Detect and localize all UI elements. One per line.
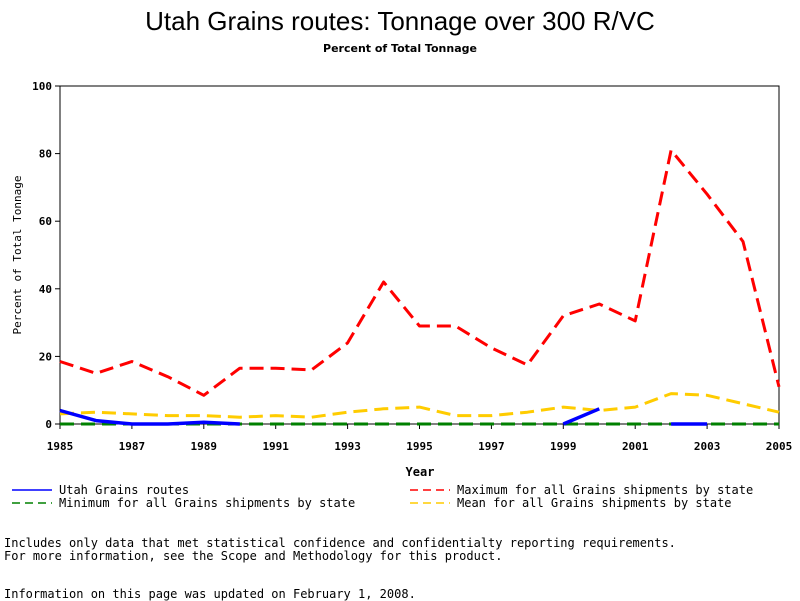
footnote-confidence: Includes only data that met statistical … — [4, 536, 676, 550]
y-tick-label: 20 — [39, 350, 52, 363]
y-tick-label: 100 — [32, 80, 52, 93]
footnote-updated: Information on this page was updated on … — [4, 587, 416, 601]
series-line-utah-grains-routes — [59, 408, 240, 426]
x-tick-label: 2001 — [622, 440, 649, 453]
series-line-maximum-for-all-grains-shipments-by-state — [59, 148, 781, 397]
series-line-utah-grains-routes — [562, 407, 600, 426]
y-axis-label: Percent of Total Tonnage — [11, 176, 24, 335]
series-line-mean-for-all-grains-shipments-by-state — [59, 392, 780, 419]
x-axis-label: Year — [406, 465, 435, 479]
legend-label: Minimum for all Grains shipments by stat… — [59, 496, 355, 510]
footnote-methodology: For more information, see the Scope and … — [4, 549, 503, 563]
legend-label: Utah Grains routes — [59, 483, 189, 497]
y-axis: 0 20 40 60 80 100 — [32, 80, 60, 431]
chart-title: Utah Grains routes: Tonnage over 300 R/V… — [145, 6, 655, 36]
x-tick-label: 1985 — [47, 440, 74, 453]
x-tick-label: 1993 — [334, 440, 361, 453]
x-axis: 1985 1987 1989 1991 1993 1995 1997 1999 2001 2003… — [47, 424, 793, 453]
x-tick-label: 1987 — [119, 440, 146, 453]
y-tick-label: 40 — [39, 283, 52, 296]
x-tick-label: 2003 — [694, 440, 721, 453]
x-tick-label: 2005 — [766, 440, 793, 453]
x-tick-label: 1995 — [406, 440, 433, 453]
chart-subtitle: Percent of Total Tonnage — [323, 42, 477, 55]
legend-label: Maximum for all Grains shipments by stat… — [457, 483, 753, 497]
legend-label: Mean for all Grains shipments by state — [457, 496, 732, 510]
x-tick-label: 1991 — [262, 440, 289, 453]
x-tick-label: 1999 — [550, 440, 577, 453]
y-tick-label: 0 — [45, 418, 52, 431]
y-tick-label: 60 — [39, 215, 52, 228]
x-tick-label: 1997 — [478, 440, 505, 453]
series-layer — [59, 148, 781, 426]
plot-frame — [59, 85, 780, 425]
y-tick-label: 80 — [39, 148, 52, 161]
line-chart: 0 20 40 60 80 100 1985 1987 1989 1991 1993 1995 199… — [11, 80, 793, 510]
x-tick-label: 1989 — [191, 440, 218, 453]
